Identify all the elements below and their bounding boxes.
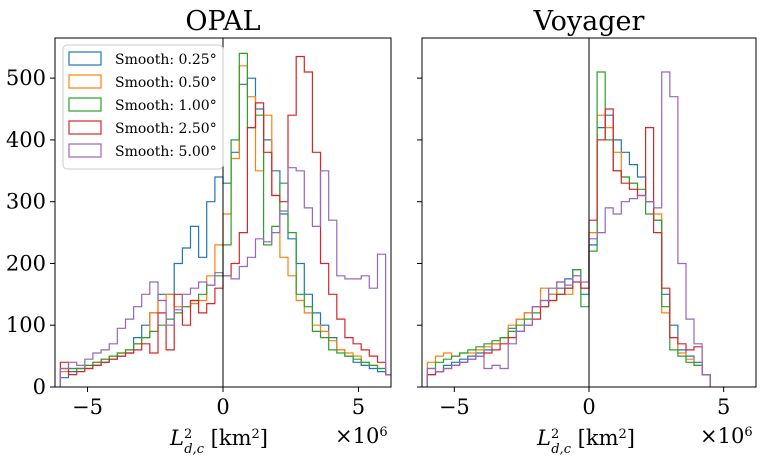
legend-box [62, 44, 224, 170]
legend-entry: Smooth: 0.25° [68, 51, 217, 68]
legend-swatch-0 [68, 51, 102, 66]
legend-label-0: Smooth: 0.25° [115, 52, 217, 68]
voyager-x-label-sub: d,c [551, 442, 571, 457]
legend-label-4: Smooth: 5.00° [115, 144, 217, 160]
opal-series-group [59, 52, 391, 387]
opal-x-label-unit-sup: 2 [252, 427, 260, 442]
legend-entry: Smooth: 2.50° [68, 120, 217, 137]
opal-y-tick-label: 400 [6, 128, 46, 152]
legend-swatch-4 [68, 143, 102, 158]
voyager-series-group [426, 71, 711, 387]
voyager-x-label: L2 d,c [km2] [536, 426, 635, 457]
voyager-x-label-main: L [536, 426, 551, 450]
legend-label-2: Smooth: 1.00° [115, 98, 217, 114]
opal-series-2 [59, 52, 391, 387]
legend-swatch-1 [68, 74, 102, 89]
legend-swatch-2 [68, 97, 102, 112]
legend: Smooth: 0.25° Smooth: 0.50° Smooth: 1.00… [62, 44, 224, 170]
voyager-x-label-sup: 2 [551, 427, 559, 442]
legend-entry: Smooth: 1.00° [68, 97, 217, 114]
legend-swatch-3 [68, 120, 102, 135]
opal-x-label-sup: 2 [184, 427, 192, 442]
voyager-x-label-unit-sup: 2 [619, 427, 627, 442]
voyager-x-tick-label: −5 [439, 395, 470, 419]
opal-x-ticks: −5 0 5 [72, 387, 365, 419]
opal-x-label-unit-close: ] [260, 426, 268, 450]
opal-x-label: L2 d,c [km2] [169, 426, 268, 457]
opal-x-tick-label: −5 [72, 395, 103, 419]
opal-x-scale-exp: 6 [379, 425, 387, 440]
voyager-x-label-unit-close: ] [627, 426, 635, 450]
voyager-y-ticks [417, 77, 422, 388]
opal-x-label-main: L [169, 426, 184, 450]
opal-x-label-sub: d,c [184, 442, 204, 457]
opal-x-scale-base: ×10 [335, 424, 379, 448]
voyager-panel: −5 0 5 Voyager L2 d,c [km2] ×106 [417, 6, 757, 457]
voyager-x-scale-base: ×10 [700, 424, 744, 448]
opal-title: OPAL [185, 6, 260, 37]
opal-y-ticks: 0 100 200 300 400 500 [6, 66, 55, 399]
opal-y-tick-label: 0 [33, 375, 46, 399]
legend-label-1: Smooth: 0.50° [115, 75, 217, 91]
opal-y-tick-label: 500 [6, 66, 46, 90]
opal-y-tick-label: 200 [6, 251, 46, 275]
voyager-series-1 [426, 114, 711, 387]
opal-y-tick-label: 100 [6, 313, 46, 337]
legend-label-3: Smooth: 2.50° [115, 121, 217, 137]
legend-entry: Smooth: 0.50° [68, 74, 217, 91]
opal-x-tick-label: 0 [216, 395, 229, 419]
voyager-title: Voyager [533, 6, 645, 37]
voyager-series-0 [426, 114, 711, 387]
voyager-x-tick-label: 5 [717, 395, 730, 419]
legend-entry: Smooth: 5.00° [68, 143, 217, 160]
opal-y-tick-label: 300 [6, 190, 46, 214]
voyager-x-scale-exp: 6 [744, 425, 752, 440]
voyager-x-scale: ×106 [700, 424, 753, 448]
voyager-x-label-unit: [km [571, 426, 619, 450]
opal-x-label-unit: [km [204, 426, 252, 450]
opal-x-scale: ×106 [335, 424, 388, 448]
voyager-x-ticks: −5 0 5 [439, 387, 730, 419]
voyager-series-4 [426, 71, 711, 387]
opal-x-tick-label: 5 [352, 395, 365, 419]
voyager-x-tick-label: 0 [582, 395, 595, 419]
